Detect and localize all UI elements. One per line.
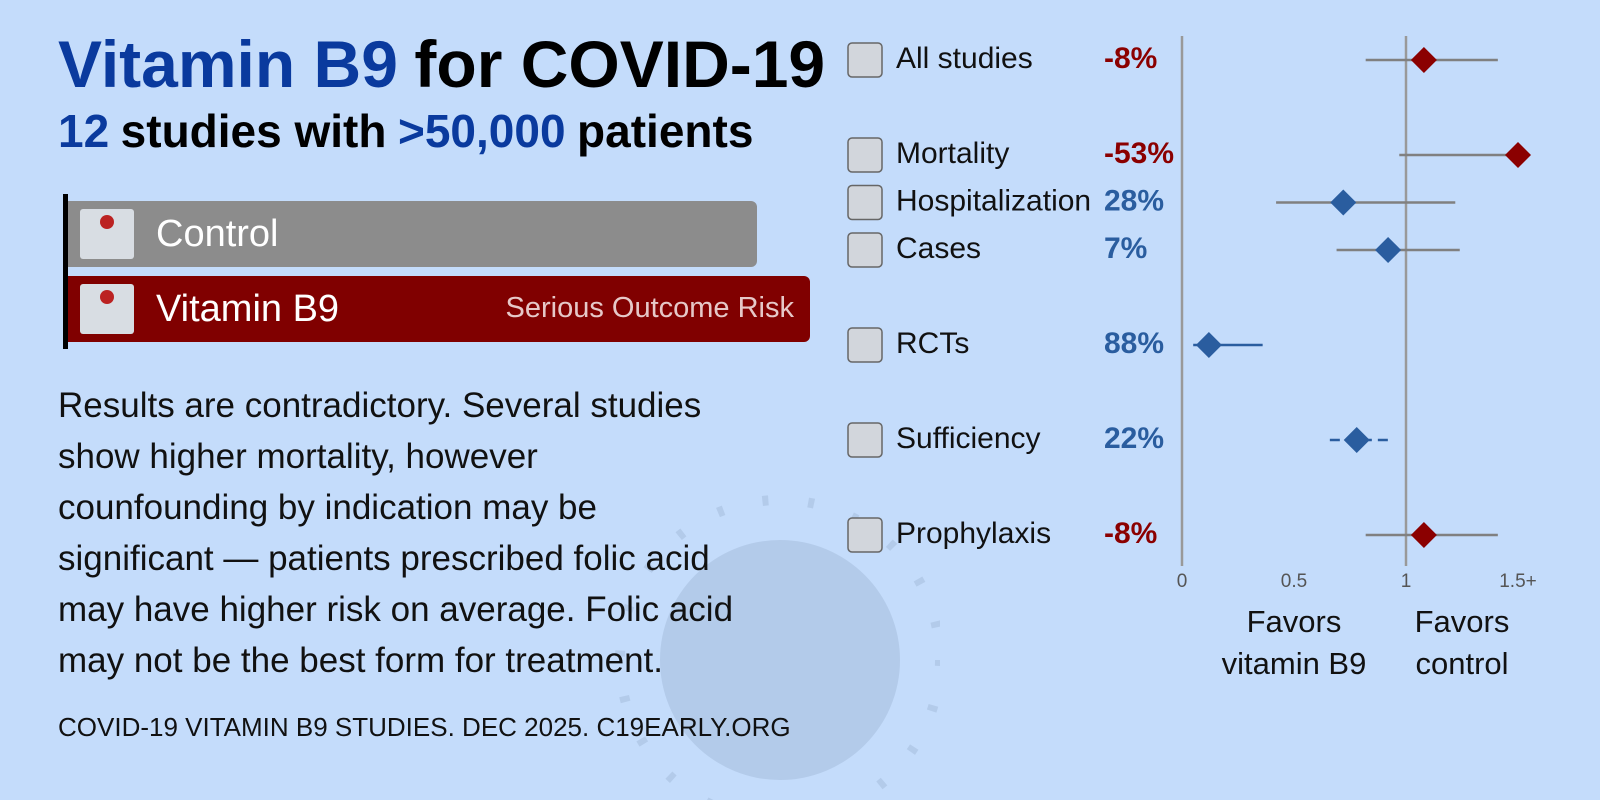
- estimate-marker: [1410, 522, 1437, 548]
- x-tick-label: 0.5: [1281, 571, 1307, 592]
- row-icon: [847, 42, 883, 78]
- row-name: RCTs: [896, 327, 969, 360]
- row-icon: [847, 517, 883, 553]
- effect-label: -8%: [1104, 42, 1157, 75]
- effect-label: 88%: [1104, 327, 1164, 360]
- row-name: Cases: [896, 232, 981, 265]
- estimate-marker: [1375, 237, 1402, 263]
- row-name: Hospitalization: [896, 184, 1091, 217]
- description-line: Results are contradictory. Several studi…: [58, 386, 702, 425]
- row-icon: [847, 422, 883, 458]
- estimate-marker: [1195, 332, 1222, 358]
- row-icon: [847, 327, 883, 363]
- title: Vitamin B9 for COVID-19: [58, 26, 825, 102]
- estimate-marker: [1505, 142, 1531, 168]
- row-name: Sufficiency: [896, 422, 1041, 455]
- treatment-label: Vitamin B9: [156, 288, 340, 330]
- x-tick-label: 1: [1401, 571, 1412, 592]
- x-axis-label: vitamin B9: [1222, 646, 1367, 681]
- estimate-marker: [1343, 427, 1370, 453]
- treatment-bar: Vitamin B9 Serious Outcome Risk: [68, 276, 810, 342]
- row-name: Prophylaxis: [896, 517, 1051, 550]
- description-line: may not be the best form for treatment.: [58, 641, 663, 680]
- effect-label: -53%: [1104, 137, 1174, 170]
- effect-label: -8%: [1104, 517, 1157, 550]
- description: Results are contradictory. Several studi…: [58, 380, 733, 686]
- subtitle-part: studies with: [120, 105, 387, 157]
- subtitle-part: >50,000: [397, 105, 566, 157]
- row-name: Mortality: [896, 137, 1009, 170]
- virus-decoration: [615, 495, 940, 800]
- subtitle-part: patients: [577, 105, 754, 157]
- description-line: counfounding by indication may be: [58, 488, 597, 527]
- estimate-marker: [1330, 189, 1357, 216]
- effect-label: 22%: [1104, 422, 1164, 455]
- row-name: All studies: [896, 42, 1033, 75]
- row-icon: [847, 232, 883, 268]
- description-line: significant — patients prescribed folic …: [58, 539, 710, 578]
- x-axis-label: Favors: [1415, 604, 1510, 639]
- x-axis-label: Favors: [1247, 604, 1342, 639]
- effect-label: 28%: [1104, 184, 1164, 217]
- row-icon: [847, 184, 883, 221]
- control-bar: Control: [68, 201, 757, 267]
- subtitle-part: 12: [58, 105, 110, 157]
- legend-rule: [63, 194, 68, 349]
- description-line: show higher mortality, however: [58, 437, 538, 476]
- x-tick-label: 1.5+: [1499, 571, 1537, 592]
- x-tick-label: 0: [1177, 571, 1188, 592]
- control-label: Control: [156, 213, 279, 255]
- x-axis-label: control: [1415, 646, 1508, 681]
- estimate-marker: [1410, 47, 1437, 73]
- title-part: for COVID-19: [414, 27, 826, 101]
- description-line: may have higher risk on average. Folic a…: [58, 590, 734, 629]
- effect-label: 7%: [1104, 232, 1147, 265]
- subtitle: 12 studies with >50,000 patients: [58, 104, 753, 158]
- title-part: Vitamin B9: [58, 27, 398, 101]
- outcome-label: Serious Outcome Risk: [505, 292, 795, 324]
- footer: COVID-19 VITAMIN B9 STUDIES. DEC 2025. C…: [58, 712, 791, 742]
- row-icon: [847, 137, 883, 173]
